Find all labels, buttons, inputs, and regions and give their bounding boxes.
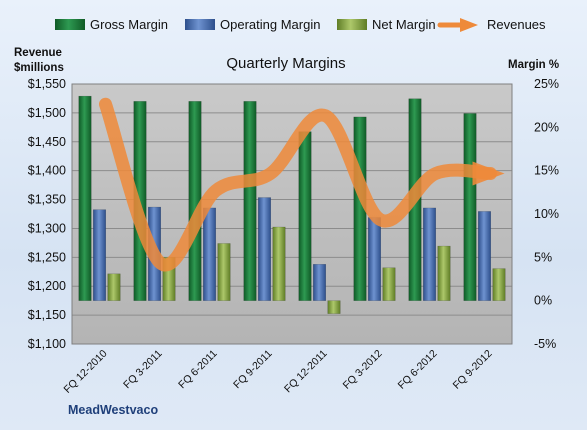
- category-label: FQ 3-2012: [341, 348, 385, 392]
- right-tick-label: 0%: [534, 294, 552, 308]
- net-margin-bar[interactable]: [272, 226, 286, 301]
- operating-margin-bar[interactable]: [93, 209, 106, 301]
- operating-margin-bar[interactable]: [478, 211, 491, 301]
- left-tick-label: $1,200: [28, 279, 66, 293]
- legend-label-gross-margin: Gross Margin: [90, 17, 168, 32]
- operating-margin-bar[interactable]: [258, 197, 271, 301]
- legend-label-operating-margin: Operating Margin: [220, 17, 320, 32]
- left-axis-title-line-1: Revenue: [14, 47, 62, 59]
- operating-margin-bar[interactable]: [368, 217, 381, 301]
- category-label: FQ 9-2011: [231, 348, 275, 392]
- legend-item-revenues[interactable]: Revenues: [437, 17, 546, 32]
- right-axis-title: Margin %: [508, 59, 559, 71]
- gross-margin-bar[interactable]: [243, 101, 257, 301]
- legend-item-net-margin[interactable]: Net Margin: [337, 17, 436, 32]
- left-tick-label: $1,300: [28, 221, 66, 235]
- plot-border: [71, 83, 513, 345]
- category-label: FQ 6-2011: [176, 348, 220, 392]
- category-label: FQ 9-2012: [451, 348, 495, 392]
- revenue-line-series: [99, 97, 505, 272]
- left-tick-label: $1,500: [28, 106, 66, 120]
- legend-label-revenues: Revenues: [487, 17, 546, 32]
- net-margin-bar[interactable]: [107, 273, 121, 301]
- right-tick-label: 15%: [534, 164, 559, 178]
- right-axis-ticks: -5% 0% 5% 10% 15% 20% 25%: [534, 77, 559, 351]
- category-label: FQ 12-2010: [62, 348, 110, 396]
- legend-label-net-margin: Net Margin: [372, 17, 436, 32]
- chart-title: Quarterly Margins: [226, 55, 345, 72]
- legend-swatch-gross-margin: [55, 19, 85, 30]
- legend-item-operating-margin[interactable]: Operating Margin: [185, 17, 320, 32]
- right-tick-label: 25%: [534, 77, 559, 91]
- gross-margin-bar[interactable]: [463, 113, 477, 301]
- net-margin-bar[interactable]: [492, 268, 506, 301]
- right-tick-label: 5%: [534, 250, 552, 264]
- gross-margin-bar[interactable]: [298, 131, 312, 301]
- net-margin-bar[interactable]: [327, 300, 341, 314]
- left-tick-label: $1,100: [28, 337, 66, 351]
- legend-swatch-net-margin: [337, 19, 367, 30]
- category-label: FQ 12-2011: [282, 348, 330, 396]
- company-name: MeadWestvaco: [68, 403, 158, 417]
- legend: Gross Margin Operating Margin Net Margin…: [55, 17, 546, 32]
- left-tick-label: $1,250: [28, 250, 66, 264]
- right-tick-label: 10%: [534, 207, 559, 221]
- category-label: FQ 6-2012: [396, 348, 440, 392]
- legend-swatch-operating-margin: [185, 19, 215, 30]
- left-tick-label: $1,150: [28, 308, 66, 322]
- operating-margin-bar[interactable]: [203, 207, 216, 301]
- left-tick-label: $1,450: [28, 135, 66, 149]
- left-tick-label: $1,550: [28, 77, 66, 91]
- legend-arrowhead-revenues: [460, 18, 478, 32]
- operating-margin-bar[interactable]: [423, 207, 436, 301]
- net-margin-bar[interactable]: [217, 243, 231, 301]
- category-label: FQ 3-2011: [121, 348, 165, 392]
- right-tick-label: 20%: [534, 120, 559, 134]
- left-tick-label: $1,350: [28, 193, 66, 207]
- operating-margin-bar[interactable]: [313, 264, 326, 301]
- right-tick-label: -5%: [534, 337, 556, 351]
- gross-margin-bar[interactable]: [188, 101, 202, 301]
- left-tick-label: $1,400: [28, 164, 66, 178]
- legend-item-gross-margin[interactable]: Gross Margin: [55, 17, 168, 32]
- left-axis-title-line-2: $millions: [14, 62, 64, 74]
- net-margin-bar[interactable]: [382, 267, 396, 301]
- gross-margin-bar[interactable]: [78, 95, 92, 301]
- category-axis-labels: FQ 12-2010 FQ 3-2011 FQ 6-2011 FQ 9-2011 FQ …: [62, 348, 495, 396]
- left-axis-ticks: $1,100 $1,150 $1,200 $1,250 $1,300 $1,350 $1,4…: [28, 77, 66, 351]
- revenues-line[interactable]: [99, 97, 505, 272]
- net-margin-bar[interactable]: [437, 245, 451, 301]
